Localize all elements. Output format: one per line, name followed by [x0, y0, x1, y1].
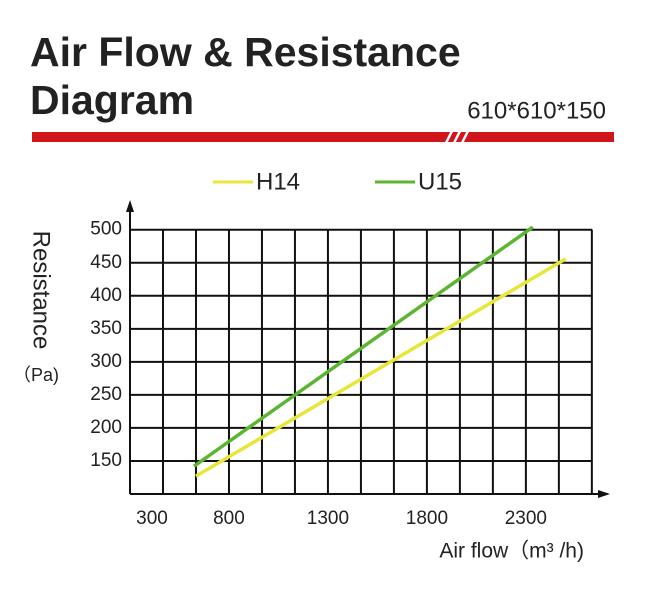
y-axis-unit: （Pa) — [13, 365, 59, 385]
y-axis-label: Resistance — [28, 231, 55, 350]
y-tick-label: 250 — [90, 384, 122, 405]
x-tick-label: 1300 — [307, 508, 349, 529]
chart-subtitle: 610*610*150 — [467, 97, 606, 124]
series-line — [192, 225, 534, 468]
legend-label: U15 — [418, 168, 462, 195]
series-line — [195, 257, 567, 478]
chart-title: Air Flow & Resistance Diagram — [30, 29, 461, 123]
y-tick-label: 300 — [90, 351, 122, 372]
y-tick-label: 450 — [90, 252, 122, 273]
x-axis-arrow — [598, 490, 610, 498]
x-tick-label: 1800 — [406, 508, 448, 529]
y-axis-arrow — [126, 200, 134, 212]
y-tick-label: 200 — [90, 417, 122, 438]
bar-slashes — [444, 130, 470, 144]
x-tick-label: 800 — [213, 508, 245, 529]
y-tick-label: 400 — [90, 285, 122, 306]
title-bar — [32, 132, 614, 142]
x-axis-label: Air flow（m³ /h) — [439, 540, 584, 563]
x-tick-label: 300 — [136, 508, 168, 529]
legend-label: H14 — [256, 168, 300, 195]
x-tick-label: 2300 — [505, 508, 547, 529]
y-tick-label: 500 — [90, 219, 122, 240]
y-tick-label: 350 — [90, 318, 122, 339]
y-tick-label: 150 — [90, 450, 122, 471]
